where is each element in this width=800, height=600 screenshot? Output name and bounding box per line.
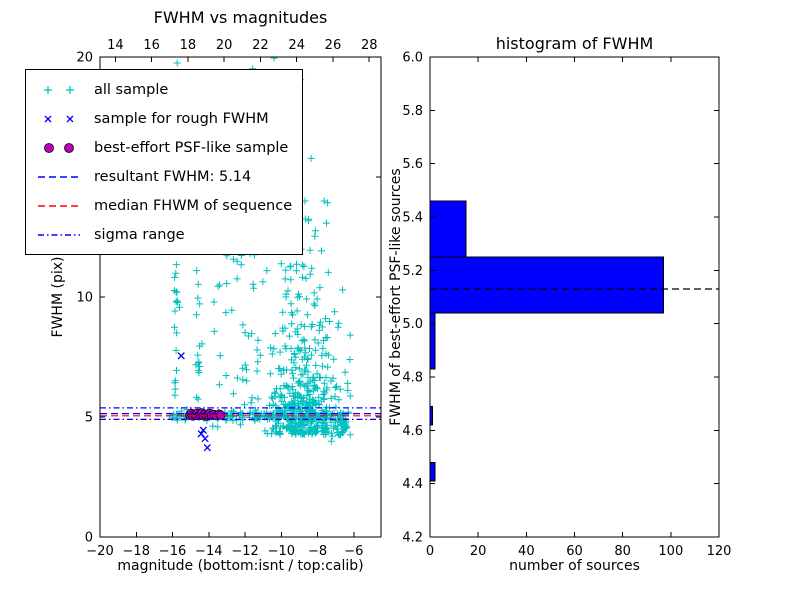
svg-text:4.6: 4.6 xyxy=(402,424,423,439)
legend-item-rough-fwhm-sample: sample for rough FWHM xyxy=(36,104,292,133)
svg-text:40: 40 xyxy=(518,544,535,559)
svg-text:26: 26 xyxy=(325,38,342,53)
svg-text:4.8: 4.8 xyxy=(402,371,423,386)
svg-text:−8: −8 xyxy=(308,544,327,559)
svg-text:5.2: 5.2 xyxy=(402,264,423,279)
svg-text:18: 18 xyxy=(180,38,197,53)
svg-text:80: 80 xyxy=(614,544,631,559)
svg-text:−10: −10 xyxy=(268,544,295,559)
left-plot-ylabel: FWHM (pix) xyxy=(50,256,66,338)
svg-text:120: 120 xyxy=(707,544,732,559)
histogram-bar xyxy=(429,461,436,482)
svg-text:−14: −14 xyxy=(195,544,222,559)
left-plot: −20 −18 −16 −14 −12 −10 −8 −6 14 16 18 20 22 24 26 28 0 5… xyxy=(76,38,382,559)
legend-marker-x-icon xyxy=(44,115,74,122)
right-plot-xlabel: number of sources xyxy=(509,558,640,574)
histogram-bar xyxy=(429,256,665,314)
right-plot-ylabel: FWHM of best-effort PSF-like sources xyxy=(388,168,404,426)
legend-label-rough-fwhm-sample: sample for rough FWHM xyxy=(94,110,269,127)
svg-text:6.0: 6.0 xyxy=(402,51,423,66)
legend: all sample sample for rough FWHM best-ef… xyxy=(25,69,304,255)
histogram-bar xyxy=(429,200,467,258)
left-plot-title: FWHM vs magnitudes xyxy=(153,8,328,27)
legend-marker-plus-icon xyxy=(44,85,74,94)
legend-label-median-fwhm: median FHWM of sequence xyxy=(94,197,293,214)
legend-item-sigma-range: sigma range xyxy=(36,220,292,249)
svg-text:60: 60 xyxy=(566,544,583,559)
legend-label-psf-like-sample: best-effort PSF-like sample xyxy=(94,139,289,156)
svg-text:5.6: 5.6 xyxy=(402,157,423,172)
rough-fwhm-points xyxy=(177,352,211,452)
svg-text:20: 20 xyxy=(216,38,233,53)
svg-text:5.8: 5.8 xyxy=(402,104,423,119)
legend-item-all-sample: all sample xyxy=(36,75,292,104)
svg-text:20: 20 xyxy=(76,51,93,66)
right-plot-title: histogram of FWHM xyxy=(495,34,654,53)
svg-text:10: 10 xyxy=(76,291,93,306)
svg-text:22: 22 xyxy=(252,38,269,53)
svg-text:28: 28 xyxy=(361,38,378,53)
legend-item-psf-like-sample: best-effort PSF-like sample xyxy=(36,133,292,162)
legend-marker-dashdot-icon xyxy=(38,233,80,236)
svg-text:0: 0 xyxy=(85,531,93,546)
svg-text:5: 5 xyxy=(85,411,93,426)
legend-label-sigma-range: sigma range xyxy=(94,226,185,243)
svg-text:24: 24 xyxy=(288,38,305,53)
histogram-bar xyxy=(429,312,436,370)
all-sample-points xyxy=(165,57,354,445)
svg-text:4.2: 4.2 xyxy=(402,531,423,546)
svg-text:−12: −12 xyxy=(231,544,258,559)
psf-like-point xyxy=(216,410,226,420)
svg-text:16: 16 xyxy=(143,38,160,53)
svg-text:5.0: 5.0 xyxy=(402,317,423,332)
legend-item-resultant-fwhm: resultant FWHM: 5.14 xyxy=(36,162,292,191)
left-plot-xlabel: magnitude (bottom:isnt / top:calib) xyxy=(117,558,364,574)
legend-item-median-fwhm: median FHWM of sequence xyxy=(36,191,292,220)
svg-text:5.4: 5.4 xyxy=(402,211,423,226)
svg-text:−6: −6 xyxy=(344,544,363,559)
legend-label-resultant-fwhm: resultant FWHM: 5.14 xyxy=(94,168,252,185)
svg-text:−18: −18 xyxy=(123,544,150,559)
svg-text:−20: −20 xyxy=(86,544,113,559)
right-plot: 0 20 40 60 80 100 120 4.2 4.4 4.6 4.8 5.0 5.2 5.4 5.6 5… xyxy=(402,51,731,560)
legend-marker-dashed-red-icon xyxy=(38,204,80,207)
svg-text:14: 14 xyxy=(107,38,124,53)
svg-text:100: 100 xyxy=(658,544,683,559)
svg-text:0: 0 xyxy=(426,544,434,559)
svg-text:20: 20 xyxy=(470,544,487,559)
legend-marker-circle-icon xyxy=(44,142,74,153)
legend-label-all-sample: all sample xyxy=(94,81,169,98)
svg-text:−16: −16 xyxy=(159,544,186,559)
svg-text:4.4: 4.4 xyxy=(402,477,423,492)
legend-marker-dashed-blue-icon xyxy=(38,175,80,178)
